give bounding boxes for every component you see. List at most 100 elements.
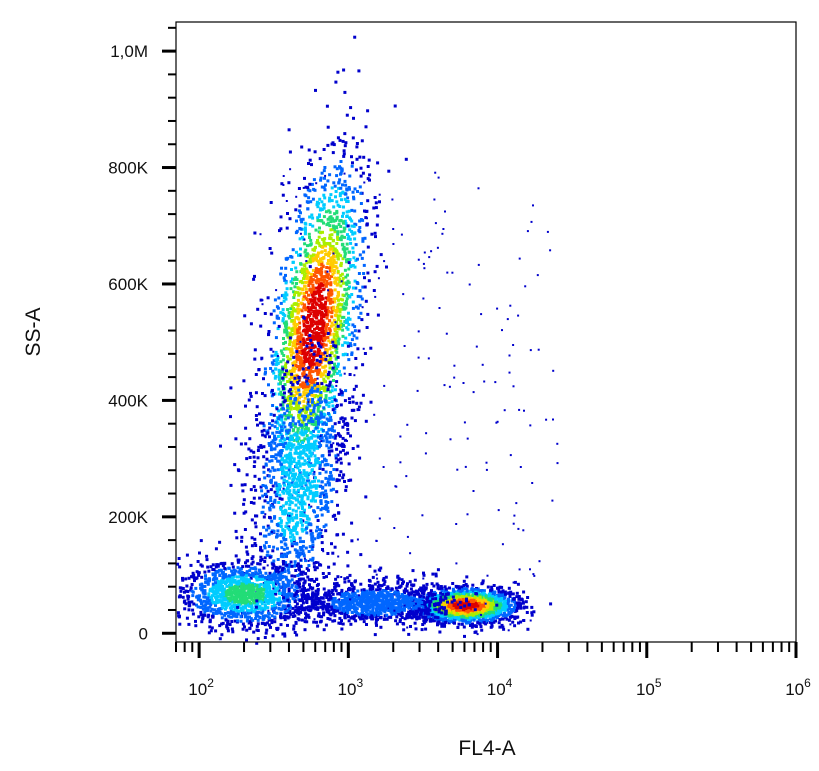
event-dot	[422, 621, 426, 625]
event-dot	[302, 263, 306, 267]
event-dot	[250, 536, 254, 540]
event-dot	[287, 455, 291, 459]
event-dot	[279, 301, 283, 305]
event-dot	[452, 618, 456, 622]
event-dot	[334, 517, 338, 521]
event-dot	[309, 558, 313, 562]
event-dot	[308, 492, 312, 496]
event-dot	[304, 354, 308, 358]
event-dot	[307, 550, 311, 553]
event-dot	[298, 325, 302, 329]
event-dot	[291, 277, 294, 281]
event-dot	[350, 164, 354, 168]
event-dot	[293, 340, 297, 343]
event-dot	[281, 437, 285, 441]
event-dot	[279, 215, 283, 219]
event-dot	[306, 315, 310, 319]
event-dot	[341, 328, 345, 332]
event-dot	[298, 553, 302, 557]
event-dot	[306, 495, 310, 499]
event-dot	[347, 186, 351, 189]
event-dot	[312, 484, 316, 488]
event-dot	[306, 359, 310, 362]
event-dot	[284, 554, 288, 558]
event-dot	[316, 216, 320, 220]
event-dot	[266, 501, 270, 505]
event-dot	[341, 305, 345, 309]
event-dot	[308, 336, 312, 340]
event-dot	[311, 216, 315, 220]
event-dot	[293, 293, 296, 297]
event-dot	[307, 461, 311, 465]
event-dot	[287, 468, 291, 472]
event-dot	[307, 293, 310, 297]
event-dot	[294, 464, 298, 468]
event-dot	[431, 606, 435, 610]
event-dot	[322, 206, 326, 210]
event-dot	[355, 142, 359, 145]
event-dot	[305, 454, 309, 457]
event-dot	[513, 600, 516, 604]
event-dot	[315, 286, 319, 290]
event-dot	[303, 348, 307, 352]
event-dot	[256, 449, 260, 452]
event-dot	[322, 169, 326, 173]
event-dot	[466, 620, 470, 624]
event-dot	[304, 308, 308, 312]
event-dot	[309, 308, 313, 312]
event-dot	[311, 556, 315, 560]
event-dot	[366, 109, 370, 113]
event-dot	[286, 358, 290, 362]
event-dot	[430, 582, 434, 586]
event-dot	[287, 473, 291, 477]
event-dot	[426, 615, 430, 619]
event-dot	[322, 193, 326, 197]
event-dot	[315, 259, 319, 263]
event-dot	[273, 447, 277, 451]
event-dot	[263, 499, 267, 503]
event-dot	[307, 366, 311, 370]
event-dot	[328, 390, 332, 394]
event-dot	[297, 292, 301, 296]
event-dot	[290, 544, 294, 548]
event-dot	[321, 485, 325, 489]
event-dot	[282, 491, 286, 495]
event-dot	[299, 518, 303, 521]
event-dot	[324, 503, 328, 507]
event-dot	[298, 331, 302, 335]
event-dot	[432, 584, 436, 588]
event-dot	[287, 587, 291, 591]
event-dot	[290, 501, 294, 505]
event-dot	[335, 320, 338, 324]
event-dot	[305, 474, 309, 478]
event-dot	[342, 205, 345, 209]
event-dot	[280, 294, 284, 298]
event-dot	[305, 276, 309, 280]
event-dot	[287, 481, 291, 485]
event-dot	[287, 314, 291, 318]
event-dot	[297, 376, 301, 380]
event-dot	[276, 356, 280, 360]
event-dot	[315, 566, 319, 570]
event-dot	[299, 486, 303, 490]
event-dot	[320, 305, 324, 309]
event-dot	[273, 490, 277, 494]
event-dot	[351, 286, 355, 290]
event-dot	[280, 415, 284, 419]
event-dot	[316, 461, 320, 465]
event-dot	[290, 318, 294, 322]
event-dot	[302, 277, 305, 281]
event-dot	[321, 467, 325, 471]
event-dot	[279, 311, 283, 315]
event-dot	[289, 396, 293, 400]
event-dot	[329, 477, 333, 481]
event-dot	[329, 345, 333, 348]
event-dot	[296, 328, 300, 332]
event-dot	[292, 369, 296, 373]
event-dot	[330, 256, 334, 260]
event-dot	[322, 215, 326, 219]
event-dot	[339, 323, 342, 327]
event-dot	[308, 583, 311, 587]
event-dot	[343, 438, 347, 442]
event-dot	[300, 309, 304, 313]
